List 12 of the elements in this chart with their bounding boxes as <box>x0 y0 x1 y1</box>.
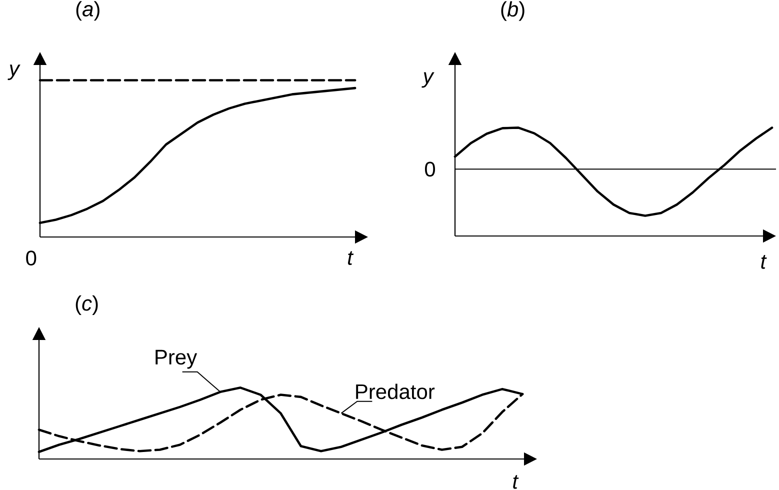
x-axis-title: t <box>348 251 354 265</box>
series-label: Prey <box>156 350 198 369</box>
y-axis-title: y <box>8 64 20 80</box>
series-label: Predator <box>356 384 435 400</box>
ref-line-label: 0 <box>424 162 436 177</box>
y-axis-title: y <box>422 72 434 88</box>
chart-title: (c) <box>76 295 98 315</box>
x-axis-title: t <box>513 475 519 489</box>
chart-title: (b) <box>501 1 524 21</box>
chart-title: (a) <box>76 1 100 21</box>
x-axis-title: t <box>761 255 767 269</box>
text: 0 <box>26 250 36 266</box>
